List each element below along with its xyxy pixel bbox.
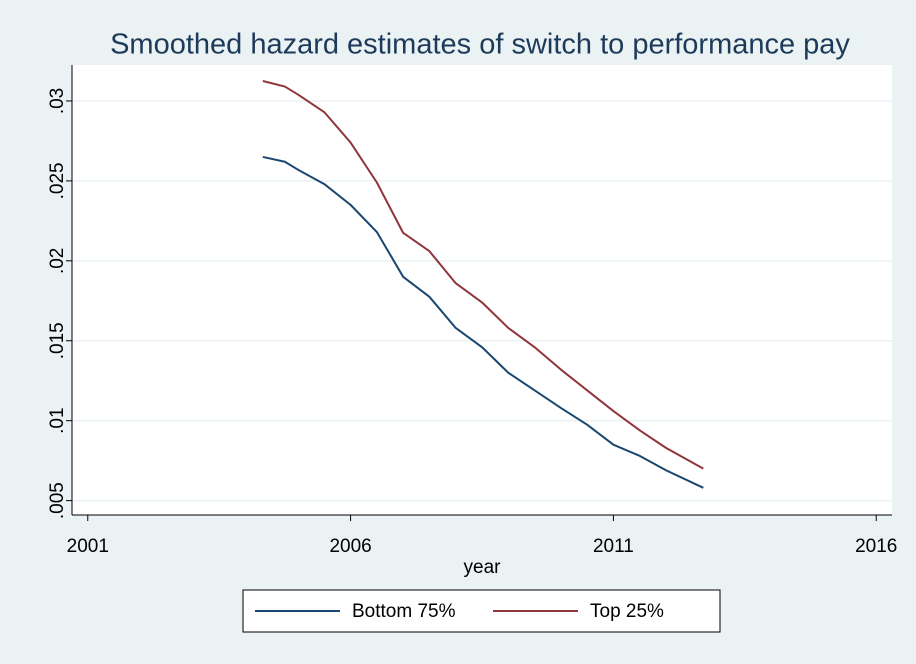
line-series [262,155,704,489]
y-tick-label: .005 [47,482,68,519]
x-tick-label: 2011 [593,536,634,557]
x-axis-label: year [464,557,502,578]
x-tick-label: 2016 [855,536,897,557]
y-tick-label: .03 [47,88,68,114]
x-tick-label: 2006 [329,536,371,557]
y-tick-label: .025 [47,162,68,199]
x-tick-label: 2001 [67,536,109,557]
legend-label: Top 25% [590,601,664,622]
y-tick-label: .01 [47,407,68,433]
line-series [262,80,704,470]
chart-title: Smoothed hazard estimates of switch to p… [110,29,850,61]
y-tick-label: .02 [47,248,68,274]
legend-label: Bottom 75% [352,601,456,622]
plot-area [72,65,892,515]
y-tick-label: .015 [47,322,68,359]
